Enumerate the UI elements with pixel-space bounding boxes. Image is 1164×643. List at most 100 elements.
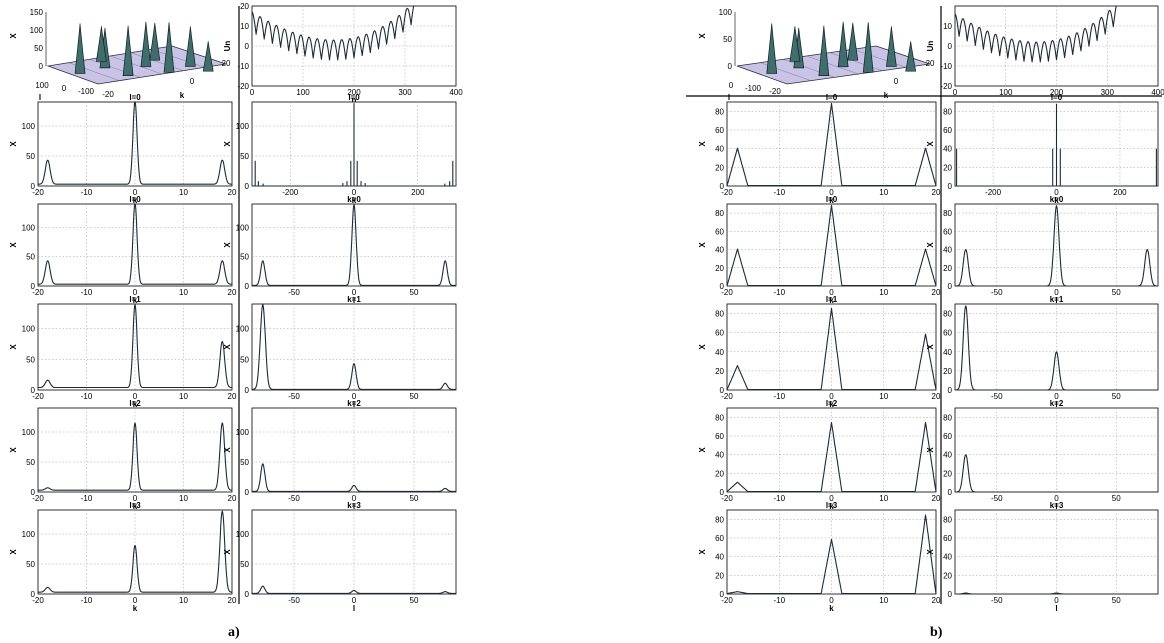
x-tick-label: 10 [879,392,888,401]
x-tick-label: -50 [288,392,300,401]
y-tick-label: 80 [943,310,952,319]
plot-title: l=0 [1051,93,1063,102]
l-axis-label: l [39,93,41,102]
plot-title: k=0 [1050,195,1064,204]
y-tick-label: 50 [240,253,249,262]
x-tick-label: -10 [773,288,785,297]
y-tick-label: 100 [236,122,250,131]
y-tick-label: 0 [948,182,953,191]
y-tick-label: 20 [943,163,952,172]
x-tick-label: -10 [773,494,785,503]
plot-title: l=1 [826,295,838,304]
y-tick-label: -20 [940,82,952,91]
x-tick-label: 0 [250,88,255,97]
y-axis-label: X [223,549,232,555]
chart-a-3d: 150 100 50 0 100 0 -100 -20 0 20 Xl k [9,8,231,102]
x-tick-label: 0 [133,188,138,197]
x-axis-label: k [352,196,357,205]
x-tick-label: 0 [1054,288,1059,297]
x-axis-label: k [829,400,834,409]
plot-title: l=2 [826,399,838,408]
y-tick-label: -10 [237,62,249,71]
y-axis-label: X [926,242,935,248]
x-tick-label: -10 [81,392,93,401]
x-tick-label: -10 [773,188,785,197]
x-tick-label: 0 [133,596,138,605]
y-tick-label: 40 [715,553,724,562]
x-tick-label: 10 [179,596,188,605]
x-axis-label: l [353,502,355,511]
plot-area [251,203,457,287]
series-line [954,305,1159,391]
plot-title: l=0 [129,93,141,102]
series-line [954,5,1118,63]
x-tick-label: 10 [879,596,888,605]
z-tick-label: 100 [719,8,733,17]
y-tick-label: 60 [943,126,952,135]
x-tick-label: 50 [410,288,419,297]
surface-grid [109,55,163,75]
floor-tick-label-left: -20 [102,90,114,99]
y-tick-label: 80 [715,413,724,422]
y-tick-label: 0 [31,488,36,497]
x-tick-label: 0 [352,188,357,197]
z-tick-label: 100 [30,26,44,35]
x-tick-label: 0 [352,494,357,503]
y-tick-label: 0 [31,182,36,191]
series-line [251,304,457,390]
series-line [726,204,937,287]
floor-tick-label-right: 0 [190,77,195,86]
x-tick-label: 400 [449,88,463,97]
y-tick-label: 100 [22,325,36,334]
y-tick-label: 50 [240,355,249,364]
surface-peak [905,41,917,72]
z-tick-label: 150 [30,8,44,17]
surface-peak [140,21,152,68]
y-tick-label: 0 [245,42,250,51]
x-axis-label: k [133,196,138,205]
surface-peak [122,25,134,76]
surface-floor [736,45,931,85]
series-line [37,304,233,389]
x-tick-label: 10 [179,392,188,401]
plot-title: l=0 [826,93,838,102]
x-tick-label: 50 [1112,288,1121,297]
y-tick-label: 0 [720,182,725,191]
y-tick-label: 20 [943,571,952,580]
y-axis-label: X [9,141,18,147]
y-tick-label: 80 [943,209,952,218]
y-tick-label: 20 [943,469,952,478]
y-tick-label: 40 [715,246,724,255]
x-tick-label: 20 [228,392,237,401]
k-axis-label: k [884,91,889,100]
series-line [37,101,233,185]
y-axis-label: X [223,242,232,248]
y-tick-label: 0 [948,42,953,51]
y-axis-label: X [9,242,18,248]
y-axis-label: Un [926,41,935,52]
x-axis-label: l [1055,400,1057,409]
x-tick-label: 10 [879,188,888,197]
plot-title: l=2 [129,399,141,408]
y-tick-label: 40 [715,451,724,460]
x-tick-label: -50 [288,596,300,605]
x-axis-label: k [829,196,834,205]
x-tick-label: -20 [32,188,44,197]
x-axis-label: l [1055,604,1057,613]
x-tick-label: 10 [179,494,188,503]
y-tick-label: 0 [245,182,250,191]
x-tick-label: 0 [1054,494,1059,503]
surface-grid [852,49,907,68]
plot-title: l=0 [826,195,838,204]
x-tick-label: -20 [721,188,733,197]
x-tick-label: -20 [721,596,733,605]
y-tick-label: 0 [720,282,725,291]
y-axis-label: X [698,33,707,39]
plot-title: k=1 [1050,295,1064,304]
y-tick-label: 20 [715,367,724,376]
floor-tick-label-left: -20 [769,87,781,96]
x-tick-label: -50 [991,596,1003,605]
z-tick-label: 50 [34,44,43,53]
